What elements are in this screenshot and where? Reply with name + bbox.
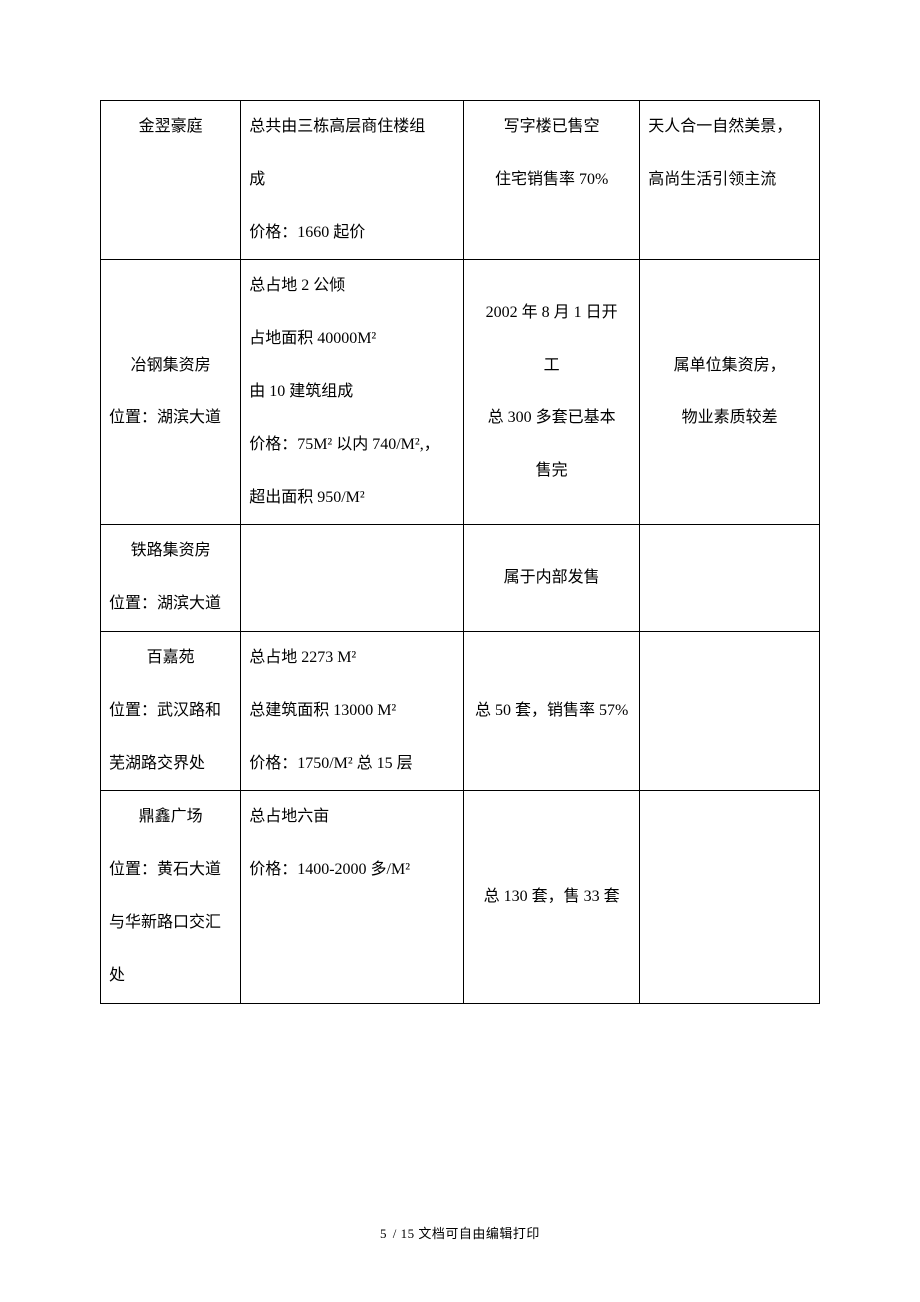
cell-sales: 总 130 套，售 33 套 xyxy=(464,791,640,1003)
text-line: 售完 xyxy=(472,445,631,498)
table-row: 冶钢集资房 位置：湖滨大道 总占地 2 公倾 占地面积 40000M² 由 10… xyxy=(101,260,820,525)
text-line: 写字楼已售空 xyxy=(472,101,631,154)
cell-details: 总占地六亩 价格：1400-2000 多/M² xyxy=(241,791,464,1003)
text-line: 位置：湖滨大道 xyxy=(109,392,232,445)
table-row: 铁路集资房 位置：湖滨大道 属于内部发售 xyxy=(101,525,820,632)
cell-remark xyxy=(640,631,820,790)
text-line: 价格：75M² 以内 740/M²,， xyxy=(249,419,455,472)
text-line: 由 10 建筑组成 xyxy=(249,366,455,419)
text-line: 位置：武汉路和 xyxy=(109,685,232,738)
text-line: 总 130 套，售 33 套 xyxy=(472,871,631,924)
text-line: 总 300 多套已基本 xyxy=(472,392,631,445)
text-line: 价格：1400-2000 多/M² xyxy=(249,844,455,897)
text-line: 超出面积 950/M² xyxy=(249,472,455,525)
text-line: 物业素质较差 xyxy=(648,392,811,445)
text-line: 属单位集资房， xyxy=(648,340,811,393)
cell-name: 金翌豪庭 xyxy=(101,101,241,260)
text-line: 百嘉苑 xyxy=(109,632,232,685)
text-line: 位置：湖滨大道 xyxy=(109,578,232,631)
cell-details xyxy=(241,525,464,632)
cell-name: 铁路集资房 位置：湖滨大道 xyxy=(101,525,241,632)
page-separator: / xyxy=(389,1226,401,1241)
document-page: 金翌豪庭 总共由三栋高层商住楼组 成 价格：1660 起价 写字楼已售空 住宅销… xyxy=(0,0,920,1004)
text-line: 芜湖路交界处 xyxy=(109,738,232,791)
cell-sales: 属于内部发售 xyxy=(464,525,640,632)
property-table: 金翌豪庭 总共由三栋高层商住楼组 成 价格：1660 起价 写字楼已售空 住宅销… xyxy=(100,100,820,1004)
footer-note: 文档可自由编辑打印 xyxy=(415,1226,540,1241)
text-line: 工 xyxy=(472,340,631,393)
text-line: 总占地 2273 M² xyxy=(249,632,455,685)
text-line: 金翌豪庭 xyxy=(109,101,232,154)
table-row: 金翌豪庭 总共由三栋高层商住楼组 成 价格：1660 起价 写字楼已售空 住宅销… xyxy=(101,101,820,260)
text-line: 属于内部发售 xyxy=(472,552,631,605)
page-footer: 5 / 15 文档可自由编辑打印 xyxy=(0,1223,920,1242)
text-line: 总建筑面积 13000 M² xyxy=(249,685,455,738)
cell-details: 总占地 2 公倾 占地面积 40000M² 由 10 建筑组成 价格：75M² … xyxy=(241,260,464,525)
cell-remark xyxy=(640,525,820,632)
text-line: 总 50 套，销售率 57% xyxy=(472,685,631,738)
text-line: 处 xyxy=(109,950,232,1003)
text-line: 总占地 2 公倾 xyxy=(249,260,455,313)
text-line: 价格：1750/M² 总 15 层 xyxy=(249,738,455,791)
text-line: 鼎鑫广场 xyxy=(109,791,232,844)
cell-remark xyxy=(640,791,820,1003)
text-line: 位置：黄石大道 xyxy=(109,844,232,897)
text-line: 冶钢集资房 xyxy=(109,340,232,393)
cell-sales: 总 50 套，销售率 57% xyxy=(464,631,640,790)
cell-sales: 2002 年 8 月 1 日开 工 总 300 多套已基本 售完 xyxy=(464,260,640,525)
text-line: 2002 年 8 月 1 日开 xyxy=(472,287,631,340)
cell-sales: 写字楼已售空 住宅销售率 70% xyxy=(464,101,640,260)
text-line: 与华新路口交汇 xyxy=(109,897,232,950)
table-row: 鼎鑫广场 位置：黄石大道 与华新路口交汇 处 总占地六亩 价格：1400-200… xyxy=(101,791,820,1003)
page-total: 15 xyxy=(401,1226,415,1241)
text-line: 价格：1660 起价 xyxy=(249,207,455,260)
text-line: 高尚生活引领主流 xyxy=(648,154,811,207)
cell-name: 鼎鑫广场 位置：黄石大道 与华新路口交汇 处 xyxy=(101,791,241,1003)
text-line: 占地面积 40000M² xyxy=(249,313,455,366)
table-row: 百嘉苑 位置：武汉路和 芜湖路交界处 总占地 2273 M² 总建筑面积 130… xyxy=(101,631,820,790)
cell-name: 百嘉苑 位置：武汉路和 芜湖路交界处 xyxy=(101,631,241,790)
text-line: 总占地六亩 xyxy=(249,791,455,844)
text-line: 铁路集资房 xyxy=(109,525,232,578)
cell-name: 冶钢集资房 位置：湖滨大道 xyxy=(101,260,241,525)
cell-remark: 天人合一自然美景， 高尚生活引领主流 xyxy=(640,101,820,260)
cell-details: 总占地 2273 M² 总建筑面积 13000 M² 价格：1750/M² 总 … xyxy=(241,631,464,790)
text-line: 成 xyxy=(249,154,455,207)
cell-remark: 属单位集资房， 物业素质较差 xyxy=(640,260,820,525)
cell-details: 总共由三栋高层商住楼组 成 价格：1660 起价 xyxy=(241,101,464,260)
text-line: 住宅销售率 70% xyxy=(472,154,631,207)
text-line: 总共由三栋高层商住楼组 xyxy=(249,101,455,154)
text-line: 天人合一自然美景， xyxy=(648,101,811,154)
page-current: 5 xyxy=(380,1226,387,1241)
